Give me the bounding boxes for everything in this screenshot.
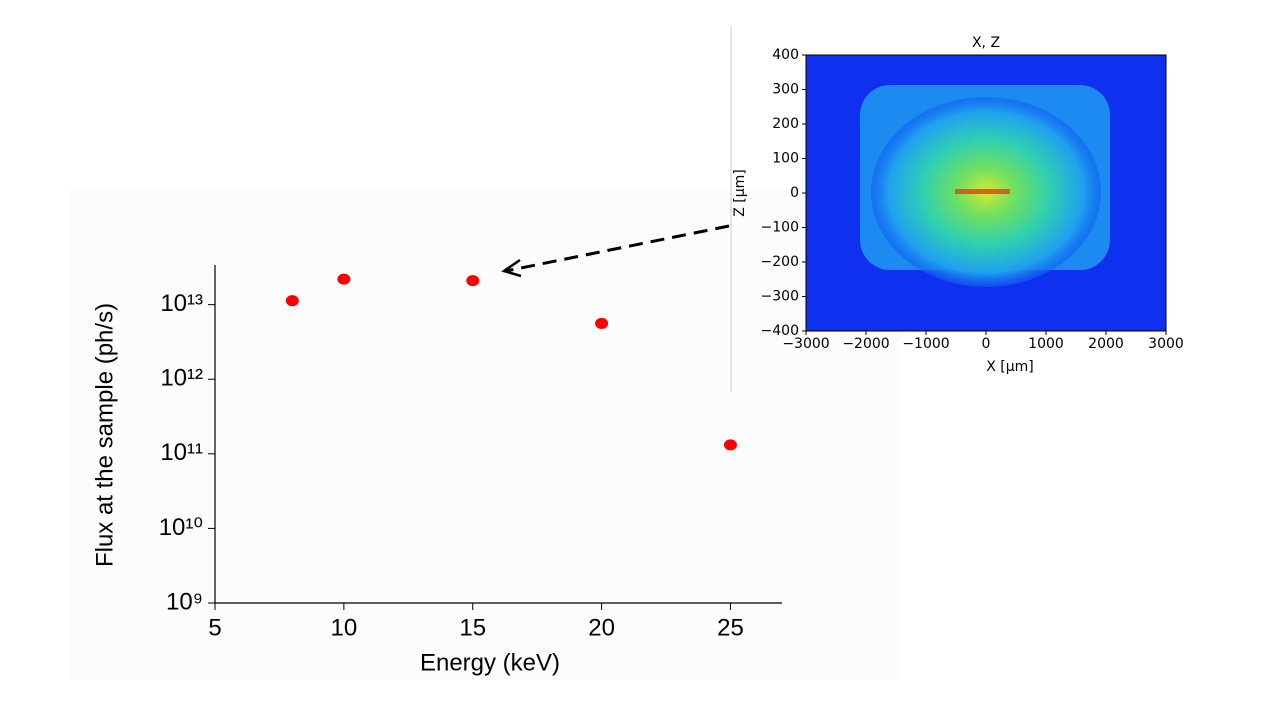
y-tick-label: −200 xyxy=(761,254,799,270)
heatmap-chart: X, Z X [μm] Z [μm] −3000 −2000 −1000 0 1000 2… xyxy=(732,35,1184,375)
x-tick-label: −3000 xyxy=(782,336,829,352)
x-tick-label: 25 xyxy=(717,614,744,641)
y-tick-label: 10¹³ xyxy=(160,290,203,317)
x-tick-label: 0 xyxy=(982,336,991,352)
arrow xyxy=(501,224,730,278)
data-point xyxy=(466,275,480,287)
heatmap-title: X, Z xyxy=(972,35,1000,51)
y-tick-label: 10¹⁰ xyxy=(159,514,203,541)
x-tick-label: −2000 xyxy=(842,336,889,352)
flux-chart: Energy (keV) Flux at the sample (ph/s) 5… xyxy=(91,265,782,676)
y-tick-label: 10¹¹ xyxy=(160,439,203,466)
y-tick-label: 10⁹ xyxy=(166,588,203,615)
x-tick-label: 3000 xyxy=(1148,336,1184,352)
y-tick-label: −100 xyxy=(761,220,799,236)
y-tick-label: 0 xyxy=(790,185,799,201)
data-point xyxy=(285,295,299,307)
y-axis-label: Z [μm] xyxy=(732,169,748,217)
plot-panel xyxy=(70,190,900,680)
y-tick-label: 300 xyxy=(772,82,799,98)
x-tick-label: 15 xyxy=(459,614,486,641)
x-tick-label: 20 xyxy=(588,614,615,641)
heatmap-image xyxy=(806,55,1166,331)
y-tick-label: −300 xyxy=(761,289,799,305)
data-point xyxy=(595,317,609,329)
x-tick-label: 2000 xyxy=(1088,336,1124,352)
y-tick-label: 10¹² xyxy=(160,365,203,392)
data-point xyxy=(337,273,351,285)
x-axis-label: X [μm] xyxy=(986,359,1034,375)
x-axis-label: Energy (keV) xyxy=(420,649,560,676)
y-tick-label: 100 xyxy=(772,151,799,167)
y-axis-label: Flux at the sample (ph/s) xyxy=(91,303,118,567)
y-tick-label: −400 xyxy=(761,323,799,339)
data-point xyxy=(723,439,737,451)
x-tick-label: −1000 xyxy=(902,336,949,352)
x-tick-label: 10 xyxy=(331,614,358,641)
y-tick-label: 200 xyxy=(772,116,799,132)
y-tick-label: 400 xyxy=(772,47,799,63)
x-tick-label: 1000 xyxy=(1028,336,1064,352)
x-tick-label: 5 xyxy=(208,614,221,641)
